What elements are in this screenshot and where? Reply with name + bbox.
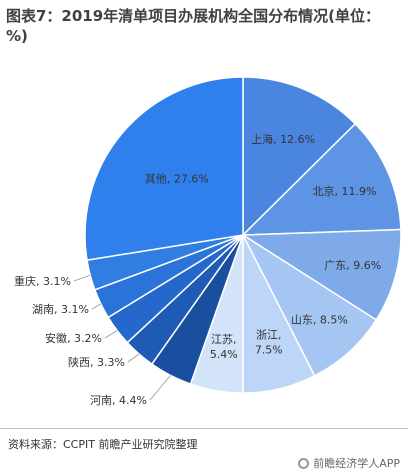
slice-label-8: 安徽, 3.2% bbox=[45, 331, 102, 345]
slice-label-9: 湖南, 3.1% bbox=[32, 303, 89, 316]
slice-label-6: 河南, 4.4% bbox=[90, 394, 147, 407]
chart-title: 图表7：2019年清单项目办展机构全国分布情况(单位：%) bbox=[6, 7, 381, 45]
slice-label-3: 山东, 8.5% bbox=[291, 313, 348, 326]
leader-line-9 bbox=[91, 303, 102, 310]
pie-slice-1 bbox=[241, 122, 402, 236]
pie-slice-3 bbox=[241, 232, 378, 377]
slice-value-5: 5.4% bbox=[210, 348, 238, 361]
source-note: 资料来源：CCPIT 前瞻产业研究院整理 bbox=[8, 438, 198, 451]
brand-mark: 前瞻经济学人APP bbox=[298, 455, 400, 471]
leader-line-10 bbox=[73, 274, 91, 282]
pie-chart: 上海, 12.6% 北京, 11.9% 广东, 9.6% 山东, 8.5% 浙江, 7.5… bbox=[14, 76, 402, 407]
source-divider bbox=[0, 428, 408, 429]
pie-slice-2 bbox=[240, 228, 402, 321]
slice-label-0: 上海, 12.6% bbox=[251, 132, 315, 146]
leader-line-8 bbox=[104, 330, 118, 339]
slice-label-4: 浙江, bbox=[256, 329, 282, 342]
slice-label-5: 江苏, bbox=[211, 333, 237, 346]
leader-line-6 bbox=[149, 375, 171, 401]
slice-label-10: 重庆, 3.1% bbox=[14, 274, 71, 288]
slice-value-4: 7.5% bbox=[255, 344, 283, 357]
pie-slice-0 bbox=[242, 76, 357, 237]
slice-label-2: 广东, 9.6% bbox=[324, 259, 381, 272]
slice-label-7: 陕西, 3.3% bbox=[68, 355, 125, 369]
slice-label-11: 其他, 27.6% bbox=[145, 173, 209, 186]
pie-slice-11 bbox=[84, 76, 244, 262]
brand-logo-icon bbox=[298, 457, 310, 469]
slice-label-1: 北京, 11.9% bbox=[313, 184, 377, 198]
leader-line-7 bbox=[127, 353, 140, 363]
brand-name: 前瞻经济学人APP bbox=[313, 457, 400, 470]
